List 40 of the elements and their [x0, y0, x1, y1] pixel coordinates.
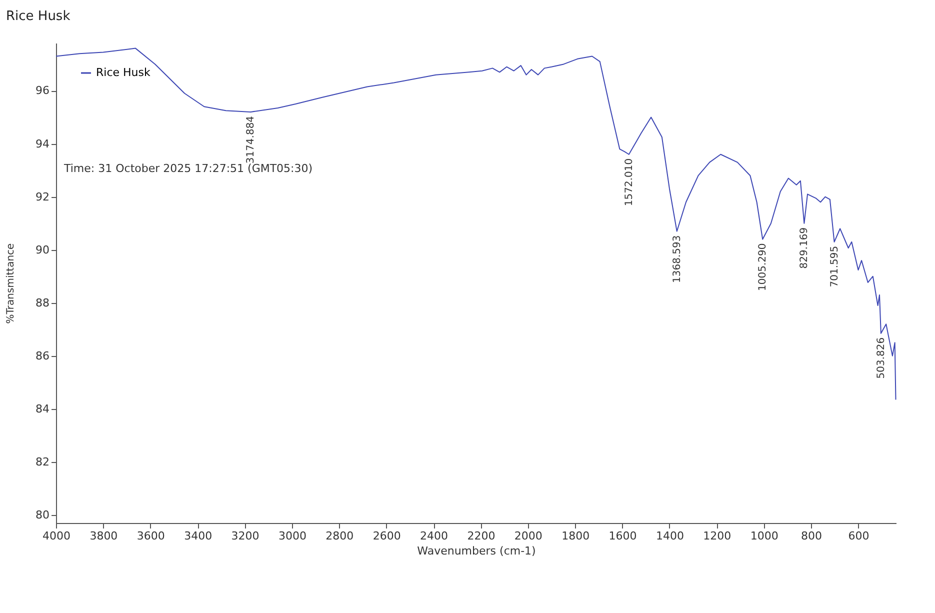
x-tick-label: 2200 — [467, 530, 496, 542]
annotation: 503.826 — [876, 337, 887, 379]
annotation: 1005.290 — [758, 243, 769, 291]
x-tick-label: 3800 — [90, 530, 118, 542]
x-tick-label: 1400 — [656, 530, 684, 542]
line-series — [56, 48, 896, 400]
x-tick-label: 3000 — [278, 530, 306, 542]
x-tick-label: 1000 — [750, 530, 778, 542]
y-tick-label: 82 — [36, 456, 50, 469]
x-tick-label: 2000 — [514, 530, 542, 542]
annotation: 3174.884 — [246, 116, 257, 164]
annotation: 1368.593 — [672, 235, 683, 284]
x-tick-label: 3400 — [184, 530, 212, 542]
annotation: Time: 31 October 2025 17:27:51 (GMT05:30) — [63, 162, 313, 175]
x-tick-label: 3200 — [231, 530, 260, 542]
x-tick-label: 800 — [801, 530, 822, 542]
legend-label: Rice Husk — [96, 66, 151, 79]
y-tick-label: 92 — [36, 190, 50, 204]
x-tick-label: 1200 — [703, 530, 732, 542]
y-tick-label: 80 — [36, 508, 50, 522]
chart-title: Rice Husk — [6, 9, 71, 24]
x-tick-label: 600 — [848, 530, 870, 542]
annotation: 701.595 — [829, 246, 840, 288]
y-tick-label: 84 — [36, 402, 50, 416]
y-tick-label: 90 — [36, 243, 50, 256]
x-tick-label: 3600 — [136, 530, 165, 542]
y-tick-label: 94 — [36, 137, 50, 150]
annotation: 829.169 — [799, 227, 810, 269]
x-tick-label: 2800 — [326, 530, 354, 542]
x-tick-label: 4000 — [42, 530, 70, 542]
x-tick-label: 1800 — [562, 530, 590, 542]
y-axis-title: %Transmittance — [6, 243, 17, 324]
x-tick-label: 2600 — [372, 530, 401, 542]
y-tick-label: 86 — [36, 349, 50, 362]
y-tick-label: 88 — [36, 296, 50, 310]
x-tick-label: 2400 — [420, 530, 448, 542]
x-tick-label: 1600 — [608, 530, 637, 542]
x-axis-title: Wavenumbers (cm-1) — [417, 544, 536, 558]
annotation: 1572.010 — [624, 158, 635, 206]
y-tick-label: 96 — [36, 84, 50, 98]
